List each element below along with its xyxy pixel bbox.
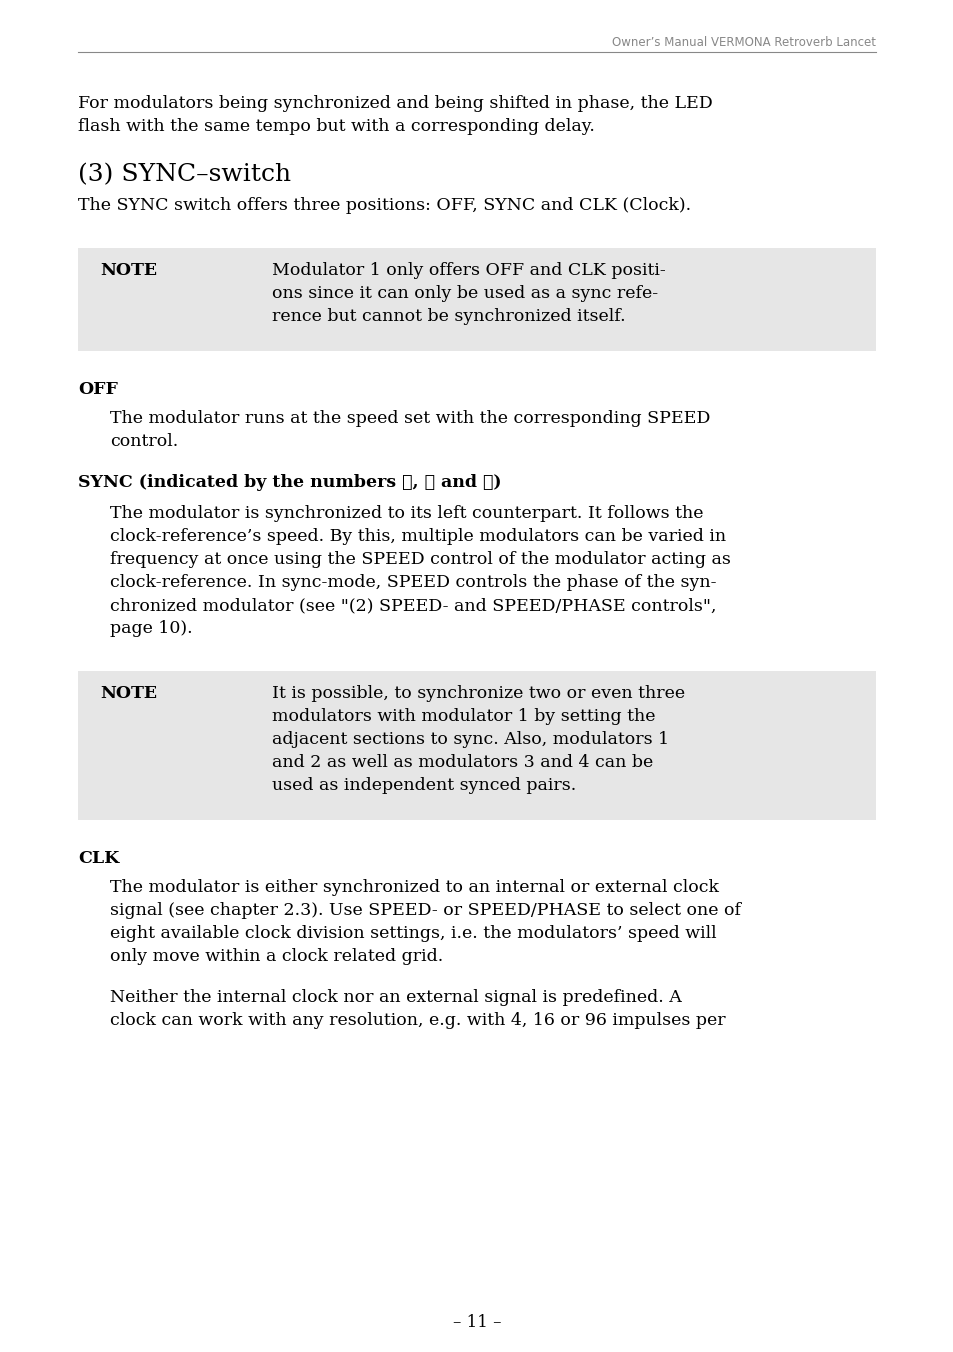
Bar	[78, 671, 875, 821]
Text: For modulators being synchronized and being shifted in phase, the LED: For modulators being synchronized and be…	[78, 95, 712, 112]
Text: Modulator 1 only offers OFF and CLK positi-: Modulator 1 only offers OFF and CLK posi…	[272, 262, 665, 279]
Text: NOTE: NOTE	[100, 685, 157, 702]
Text: control.: control.	[110, 433, 178, 450]
Text: adjacent sections to sync. Also, modulators 1: adjacent sections to sync. Also, modulat…	[272, 731, 668, 748]
Text: eight available clock division settings, i.e. the modulators’ speed will: eight available clock division settings,…	[110, 925, 716, 942]
Text: (3) SYNC–switch: (3) SYNC–switch	[78, 164, 291, 187]
Text: The modulator is synchronized to its left counterpart. It follows the: The modulator is synchronized to its lef…	[110, 506, 702, 522]
Text: only move within a clock related grid.: only move within a clock related grid.	[110, 948, 443, 965]
Bar	[78, 247, 875, 352]
Text: Neither the internal clock nor an external signal is predefined. A: Neither the internal clock nor an extern…	[110, 990, 681, 1006]
Text: Owner’s Manual VERMONA Retroverb Lancet: Owner’s Manual VERMONA Retroverb Lancet	[612, 37, 875, 49]
Text: signal (see chapter 2.3). Use SPEED- or SPEED/PHASE to select one of: signal (see chapter 2.3). Use SPEED- or …	[110, 902, 740, 919]
Text: NOTE: NOTE	[100, 262, 157, 279]
Text: used as independent synced pairs.: used as independent synced pairs.	[272, 777, 576, 794]
Text: The SYNC switch offers three positions: OFF, SYNC and CLK (Clock).: The SYNC switch offers three positions: …	[78, 197, 690, 214]
Text: flash with the same tempo but with a corresponding delay.: flash with the same tempo but with a cor…	[78, 118, 595, 135]
Text: CLK: CLK	[78, 850, 119, 867]
Text: modulators with modulator 1 by setting the: modulators with modulator 1 by setting t…	[272, 708, 655, 725]
Text: clock-reference’s speed. By this, multiple modulators can be varied in: clock-reference’s speed. By this, multip…	[110, 529, 725, 545]
Text: page 10).: page 10).	[110, 621, 193, 637]
Text: rence but cannot be synchronized itself.: rence but cannot be synchronized itself.	[272, 308, 625, 324]
Text: chronized modulator (see "(2) SPEED- and SPEED/PHASE controls",: chronized modulator (see "(2) SPEED- and…	[110, 598, 716, 614]
Text: – 11 –: – 11 –	[453, 1314, 500, 1330]
Text: clock-reference. In sync-mode, SPEED controls the phase of the syn-: clock-reference. In sync-mode, SPEED con…	[110, 575, 716, 591]
Text: clock can work with any resolution, e.g. with 4, 16 or 96 impulses per: clock can work with any resolution, e.g.…	[110, 1013, 725, 1029]
Text: OFF: OFF	[78, 381, 118, 397]
Text: The modulator runs at the speed set with the corresponding SPEED: The modulator runs at the speed set with…	[110, 410, 710, 427]
Text: and 2 as well as modulators 3 and 4 can be: and 2 as well as modulators 3 and 4 can …	[272, 754, 653, 771]
Text: ons since it can only be used as a sync refe-: ons since it can only be used as a sync …	[272, 285, 658, 301]
Text: frequency at once using the SPEED control of the modulator acting as: frequency at once using the SPEED contro…	[110, 552, 730, 568]
Text: SYNC (indicated by the numbers ①, ② and ③): SYNC (indicated by the numbers ①, ② and …	[78, 475, 501, 491]
Text: The modulator is either synchronized to an internal or external clock: The modulator is either synchronized to …	[110, 879, 719, 896]
Text: It is possible, to synchronize two or even three: It is possible, to synchronize two or ev…	[272, 685, 684, 702]
